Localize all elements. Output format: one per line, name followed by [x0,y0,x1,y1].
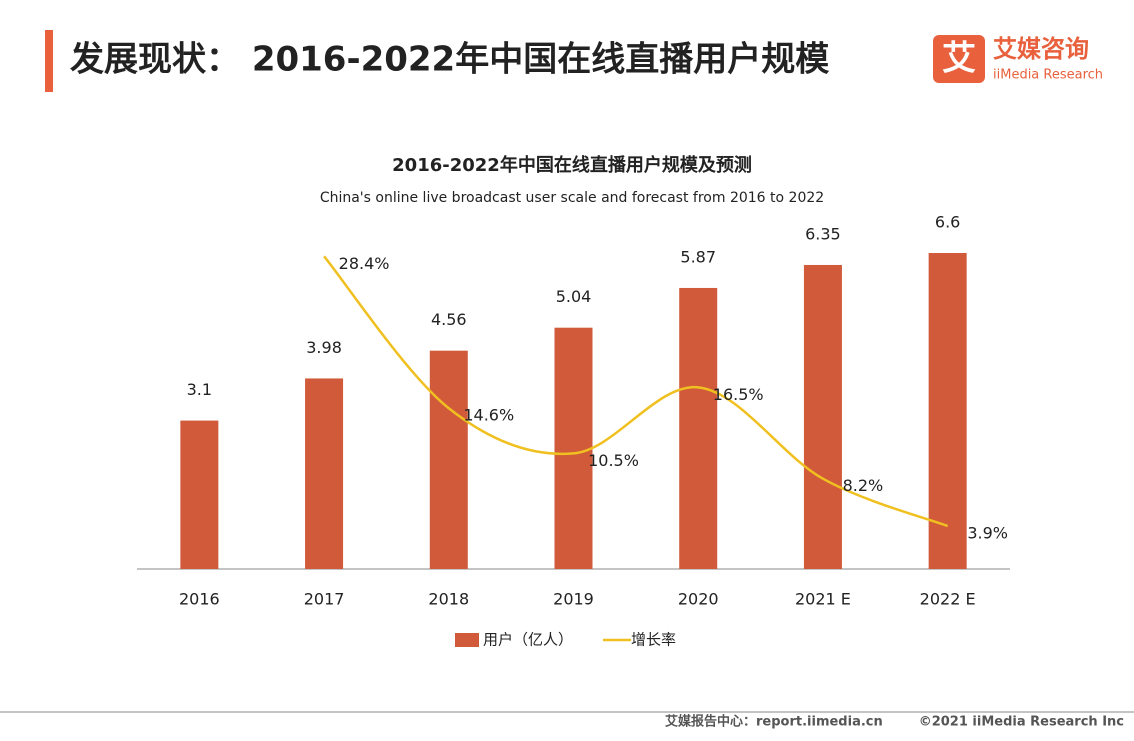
footer-source: 艾媒报告中心：report.iimedia.cn [665,714,883,730]
x-tick-label: 2020 [678,590,719,609]
line-value-label: 28.4% [339,254,390,273]
bar-value-label: 3.98 [306,338,342,357]
title-accent [45,30,53,92]
x-tick-label: 2019 [553,590,594,609]
legend-swatch [455,633,479,647]
chart-subtitle: China's online live broadcast user scale… [320,190,824,206]
growth-line [323,255,949,528]
line-value-label: 3.9% [967,524,1008,543]
bar-value-label: 5.04 [556,287,592,306]
logo-sub: iiMedia Research [993,68,1103,83]
bar-value-label: 6.35 [805,224,841,243]
chart-title: 2016-2022年中国在线直播用户规模及预测 [392,154,752,176]
legend-label: 用户（亿人） [483,631,573,649]
line-value-label: 14.6% [463,406,514,425]
bar [305,378,344,569]
line-value-label: 16.5% [713,385,764,404]
line-value-label: 8.2% [843,476,884,495]
bar-value-label: 3.1 [187,380,212,399]
legend-label: 增长率 [631,631,676,649]
footer-copyright: ©2021 iiMedia Research Inc [919,715,1124,730]
x-tick-label: 2016 [179,590,220,609]
logo-box [933,35,985,83]
bar [679,287,718,569]
x-tick-label: 2021 E [795,590,851,609]
x-tick-label: 2022 E [920,590,976,609]
bar [180,420,219,569]
bar [928,253,967,569]
logo-mark: 艾 [942,39,976,79]
bar [554,327,593,569]
bar [429,350,468,569]
bar [803,264,842,569]
x-tick-label: 2017 [304,590,345,609]
bar-value-label: 6.6 [935,213,960,232]
bar-value-label: 4.56 [431,310,467,329]
bar-value-label: 5.87 [680,247,716,266]
page-title: 发展现状： 2016-2022年中国在线直播用户规模 [70,40,829,80]
line-value-label: 10.5% [588,451,639,470]
x-tick-label: 2018 [428,590,469,609]
logo-name: 艾媒咨询 [993,35,1089,63]
